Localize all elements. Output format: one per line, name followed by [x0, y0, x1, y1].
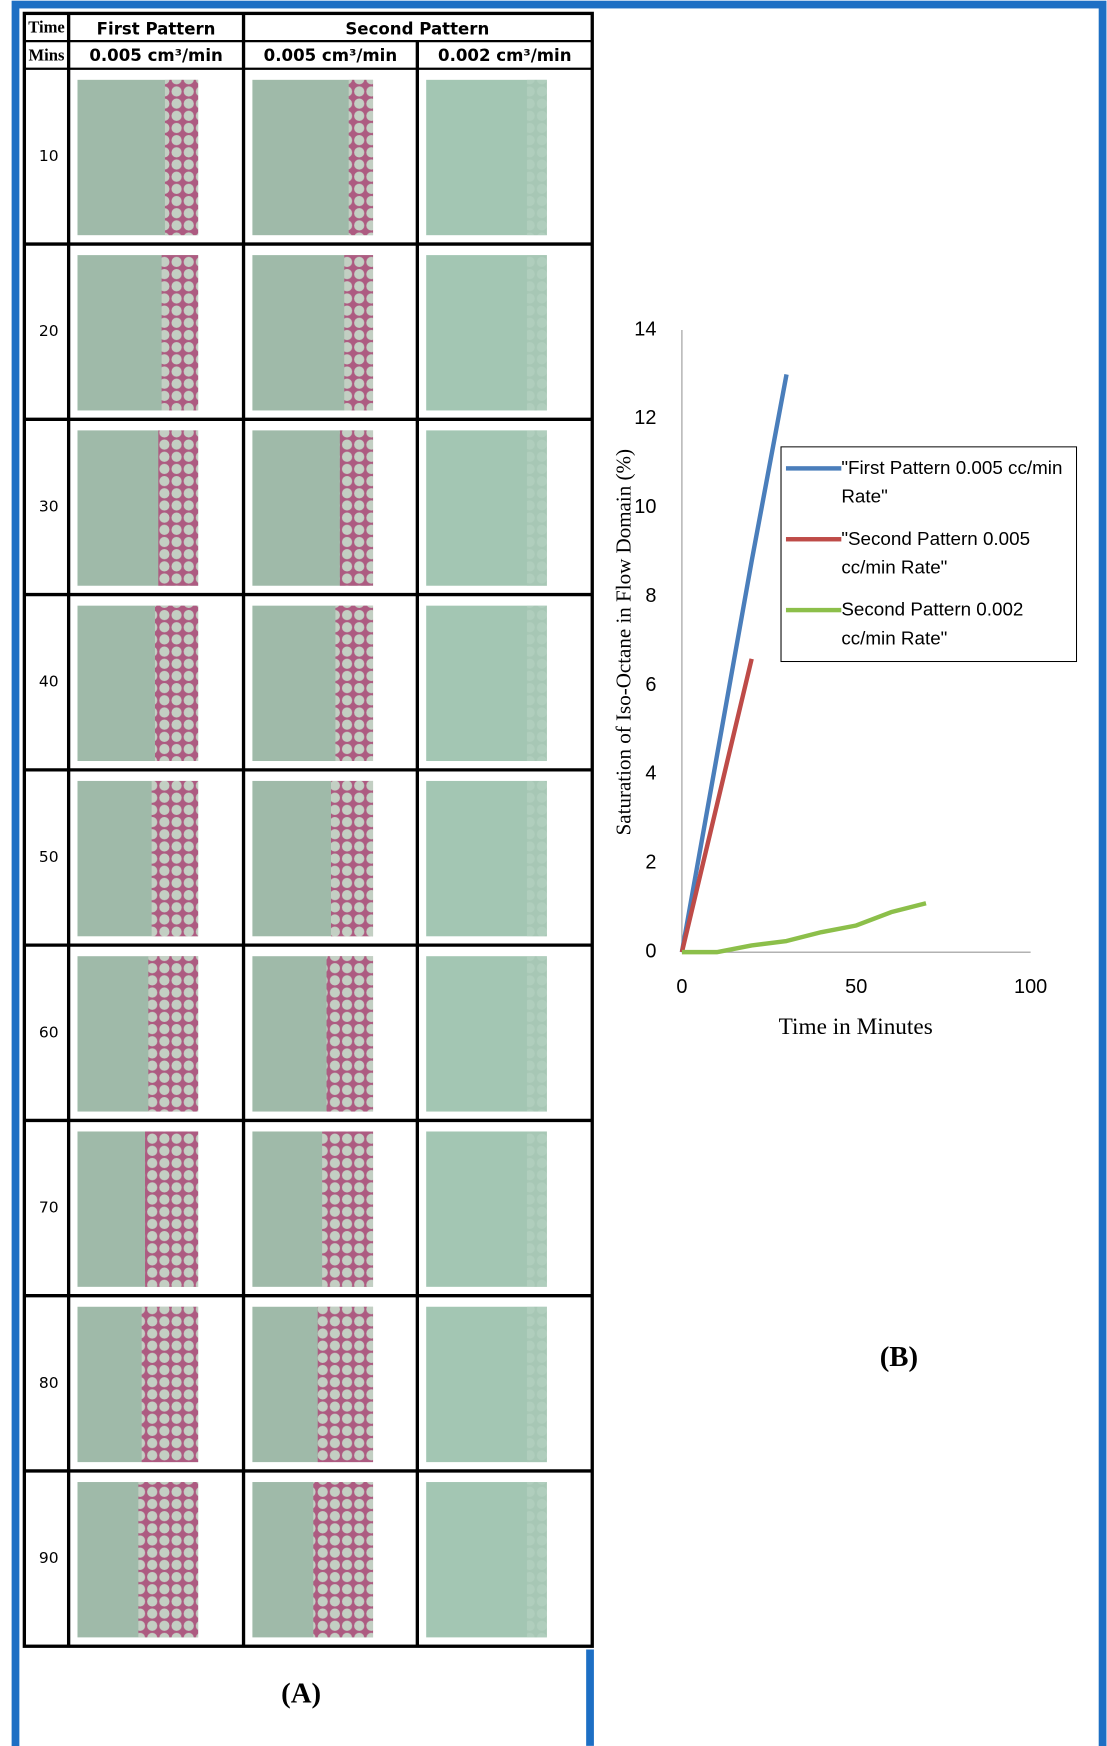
- legend-label: "Second Pattern 0.005 cc/min Rate": [841, 525, 1071, 583]
- row-time: 30: [39, 497, 59, 515]
- row-time: 60: [39, 1023, 59, 1041]
- y-axis-label: Saturation of Iso-Octane in Flow Domain …: [611, 449, 635, 835]
- header-cell: First Pattern: [97, 20, 216, 39]
- cell-image-front: [313, 1482, 373, 1637]
- row-time: 10: [39, 147, 59, 165]
- legend-entry: Second Pattern 0.002 cc/min Rate": [786, 596, 1072, 654]
- cell-image-front: [155, 606, 198, 761]
- cell-image-front: [527, 80, 547, 235]
- x-tick-label: 50: [845, 976, 867, 998]
- cell-image-front: [158, 430, 198, 585]
- row-time: 70: [39, 1199, 59, 1217]
- legend-box: "First Pattern 0.005 cc/min Rate" "Second…: [780, 446, 1077, 662]
- header-cell: 0.005 cm³/min: [89, 46, 223, 65]
- cell-image-front: [527, 1482, 547, 1637]
- panel-label: (A): [281, 1678, 321, 1710]
- header-cell: Second Pattern: [345, 20, 489, 39]
- legend: "First Pattern 0.005 cc/min Rate" "Second…: [780, 446, 1077, 662]
- y-tick-label: 4: [645, 763, 656, 785]
- cell-image-front: [162, 255, 199, 410]
- cell-image-front: [349, 80, 373, 235]
- row-time: 50: [39, 848, 59, 866]
- header-cell: Time: [28, 18, 65, 37]
- series-line: [682, 374, 787, 952]
- cell-image-front: [344, 255, 373, 410]
- cell-image-front: [165, 80, 198, 235]
- x-tick-label: 0: [676, 976, 687, 998]
- series-line: [682, 903, 926, 952]
- cell-image-front: [527, 781, 547, 936]
- cell-image-front: [152, 781, 198, 936]
- table: Time First Pattern Second Pattern Mins 0.005…: [24, 13, 592, 1646]
- cell-image-front: [331, 781, 373, 936]
- legend-entry: "Second Pattern 0.005 cc/min Rate": [786, 525, 1072, 583]
- y-tick-label: 6: [645, 674, 656, 696]
- cell-image-front: [527, 255, 547, 410]
- x-tick-label: 100: [1014, 976, 1047, 998]
- header-cell: 0.002 cm³/min: [438, 46, 572, 65]
- cell-image-front: [527, 1131, 547, 1286]
- legend-swatch: [786, 608, 841, 612]
- row-time: 40: [39, 673, 59, 691]
- cell-image-front: [148, 956, 198, 1111]
- legend-swatch: [786, 466, 841, 470]
- series-line: [682, 659, 752, 952]
- y-tick-label: 0: [645, 940, 656, 962]
- header-cell: 0.005 cm³/min: [264, 46, 398, 65]
- cell-image-front: [145, 1131, 198, 1286]
- cell-image-front: [138, 1482, 198, 1637]
- figure: Time First Pattern Second Pattern Mins 0.005…: [0, 0, 1107, 1746]
- cell-image-front: [322, 1131, 373, 1286]
- cell-image-front: [327, 956, 373, 1111]
- cell-image-front: [527, 956, 547, 1111]
- cell-image-front: [527, 606, 547, 761]
- row-time: 90: [39, 1549, 59, 1567]
- legend-label: Second Pattern 0.002 cc/min Rate": [841, 596, 1071, 654]
- legend-entry: "First Pattern 0.005 cc/min Rate": [786, 454, 1072, 512]
- header-cell: Mins: [29, 45, 66, 64]
- cell-image-front: [340, 430, 373, 585]
- legend-swatch: [786, 537, 841, 541]
- y-tick-label: 2: [645, 852, 656, 874]
- y-tick-label: 8: [645, 585, 656, 607]
- row-time: 80: [39, 1374, 59, 1392]
- cell-image-front: [335, 606, 373, 761]
- cell-image-front: [318, 1307, 373, 1462]
- y-tick-label: 10: [634, 496, 656, 518]
- row-time: 20: [39, 322, 59, 340]
- cell-image-front: [527, 1307, 547, 1462]
- panel-label: (B): [880, 1341, 918, 1373]
- page: Time First Pattern Second Pattern Mins 0.005…: [0, 0, 1107, 1746]
- cell-image-front: [527, 430, 547, 585]
- x-axis-label: Time in Minutes: [779, 1014, 933, 1040]
- y-tick-label: 14: [634, 318, 656, 340]
- y-tick-label: 12: [634, 407, 656, 429]
- legend-label: "First Pattern 0.005 cc/min Rate": [841, 454, 1071, 512]
- cell-image-front: [142, 1307, 198, 1462]
